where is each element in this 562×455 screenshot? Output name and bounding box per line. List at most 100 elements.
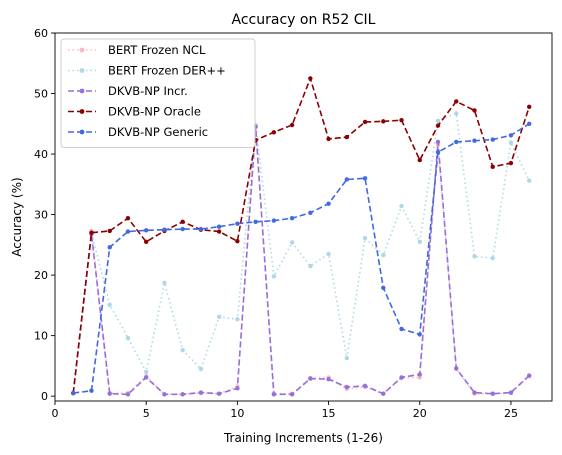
x-tick-label-1: 5 xyxy=(143,407,150,420)
data-point-3-2 xyxy=(107,228,112,234)
y-tick-label-2: 20 xyxy=(34,269,48,282)
data-point-2-6 xyxy=(180,392,185,397)
data-point-4-7 xyxy=(198,226,204,232)
x-tick-label-4: 20 xyxy=(413,407,427,420)
legend-item-0: BERT Frozen NCL xyxy=(68,43,206,57)
data-point-4-2 xyxy=(107,245,112,250)
series-line-2 xyxy=(72,126,530,396)
data-point-3-13 xyxy=(308,76,313,81)
y-axis: 0 10 20 30 40 50 60 xyxy=(34,27,55,403)
data-point-3-24 xyxy=(508,160,514,166)
data-point-2-2 xyxy=(107,391,112,396)
x-axis-label: Training Increments (1-26) xyxy=(223,431,383,445)
data-point-4-9 xyxy=(235,221,240,226)
data-point-3-19 xyxy=(417,157,422,163)
data-point-3-23 xyxy=(490,164,495,169)
legend-marker-0 xyxy=(79,47,85,53)
data-point-2-21 xyxy=(454,366,459,371)
data-point-4-11 xyxy=(271,218,277,223)
data-point-1-25 xyxy=(527,178,532,183)
plot-frame xyxy=(54,32,553,402)
data-point-1-2 xyxy=(107,302,112,307)
data-point-3-20 xyxy=(435,123,441,128)
data-point-2-22 xyxy=(472,390,477,395)
data-point-3-11 xyxy=(271,130,277,135)
data-point-1-20 xyxy=(435,118,441,123)
series-line-1 xyxy=(72,112,530,394)
y-tick-label-1: 10 xyxy=(34,330,48,343)
data-point-2-5 xyxy=(162,392,167,397)
data-point-1-15 xyxy=(344,355,350,361)
data-point-1-11 xyxy=(271,274,277,279)
data-point-1-18 xyxy=(399,203,404,209)
data-point-3-18 xyxy=(399,117,404,123)
data-point-3-16 xyxy=(362,119,368,125)
data-point-4-15 xyxy=(344,177,350,182)
data-point-3-17 xyxy=(381,119,386,124)
data-point-0-19 xyxy=(417,375,422,380)
series-4 xyxy=(71,121,532,396)
data-point-3-12 xyxy=(289,122,295,128)
data-point-2-24 xyxy=(508,390,514,395)
legend-item-4: DKVB-NP Generic xyxy=(68,125,208,139)
x-tick-label-0: 0 xyxy=(52,407,59,420)
data-point-1-19 xyxy=(417,239,422,245)
data-point-1-3 xyxy=(125,335,131,341)
series-1 xyxy=(71,111,532,396)
data-point-4-16 xyxy=(362,176,368,181)
data-point-4-14 xyxy=(326,201,331,206)
legend-marker-4 xyxy=(79,129,85,135)
data-point-2-4 xyxy=(143,375,149,380)
legend-label-1: BERT Frozen DER++ xyxy=(108,64,226,78)
legend-label-3: DKVB-NP Oracle xyxy=(108,105,201,119)
legend-label-0: BERT Frozen NCL xyxy=(108,43,206,57)
data-point-3-8 xyxy=(216,229,222,234)
data-point-4-6 xyxy=(180,226,185,232)
legend-marker-2 xyxy=(79,88,85,94)
data-point-2-13 xyxy=(308,376,313,381)
data-point-3-4 xyxy=(143,239,149,245)
data-point-4-22 xyxy=(472,138,477,143)
data-point-2-20 xyxy=(435,139,441,145)
data-point-4-8 xyxy=(216,224,222,229)
data-point-2-25 xyxy=(527,373,532,378)
data-point-3-6 xyxy=(180,219,185,225)
y-tick-label-3: 30 xyxy=(34,209,48,222)
data-point-4-17 xyxy=(381,285,386,291)
data-point-2-18 xyxy=(399,375,404,380)
y-tick-label-0: 0 xyxy=(41,390,48,403)
data-point-4-23 xyxy=(490,137,495,142)
data-point-4-24 xyxy=(508,133,514,138)
data-point-1-24 xyxy=(508,140,514,145)
data-point-3-22 xyxy=(472,108,477,113)
data-point-2-12 xyxy=(289,392,295,397)
legend-item-3: DKVB-NP Oracle xyxy=(68,105,201,119)
data-point-4-19 xyxy=(417,332,422,337)
y-tick-label-6: 60 xyxy=(34,27,48,40)
data-point-2-8 xyxy=(216,391,222,396)
x-tick-label-5: 25 xyxy=(504,407,518,420)
y-axis-label: Accuracy (%) xyxy=(10,177,24,256)
data-point-4-12 xyxy=(289,216,295,221)
data-point-1-7 xyxy=(198,366,204,372)
data-point-4-3 xyxy=(125,229,131,234)
data-point-1-5 xyxy=(162,280,167,286)
data-point-3-21 xyxy=(454,99,459,104)
data-point-2-15 xyxy=(344,384,350,390)
data-point-1-16 xyxy=(362,235,368,241)
data-point-4-21 xyxy=(454,139,459,145)
data-point-4-20 xyxy=(435,150,441,155)
data-point-2-23 xyxy=(490,391,495,396)
chart-title: Accuracy on R52 CIL xyxy=(232,12,376,28)
data-point-2-3 xyxy=(125,392,131,397)
data-point-4-25 xyxy=(527,121,532,126)
data-point-4-10 xyxy=(253,219,258,225)
data-point-4-4 xyxy=(143,228,149,233)
data-point-1-6 xyxy=(180,347,185,353)
series-2 xyxy=(71,124,532,397)
data-point-2-14 xyxy=(326,377,331,382)
data-point-1-4 xyxy=(143,369,149,375)
series-line-3 xyxy=(72,75,530,394)
data-point-2-19 xyxy=(417,372,422,377)
x-axis: 0 5 10 15 20 25 xyxy=(52,401,518,420)
